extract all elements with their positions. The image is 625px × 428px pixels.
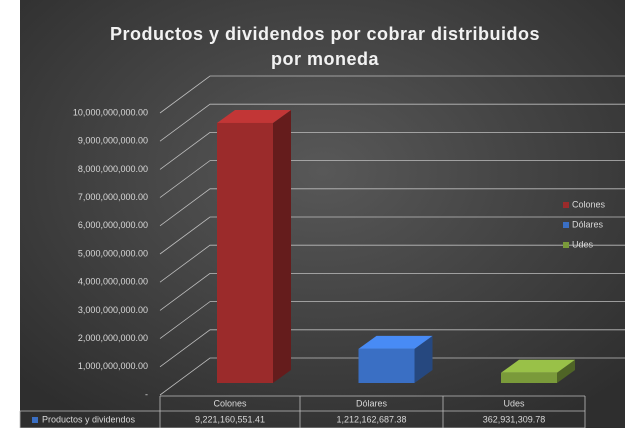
legend-label: Colones bbox=[572, 199, 606, 209]
value-label: 1,212,162,687.38 bbox=[336, 414, 406, 424]
y-tick-label: 2,000,000,000.00 bbox=[78, 333, 148, 343]
legend-key bbox=[563, 202, 569, 208]
bar bbox=[501, 372, 557, 383]
grid-line bbox=[159, 75, 625, 114]
grid-line bbox=[159, 160, 625, 198]
grid-line bbox=[159, 216, 625, 255]
legend-label: Dólares bbox=[572, 219, 604, 229]
bar-side bbox=[273, 109, 291, 384]
y-tick-label: 1,000,000,000.00 bbox=[78, 361, 148, 371]
y-tick-label: 9,000,000,000.00 bbox=[78, 136, 148, 146]
x-tick-label: Colones bbox=[213, 398, 247, 408]
y-tick-label: 5,000,000,000.00 bbox=[78, 248, 148, 258]
bar-top bbox=[501, 359, 575, 373]
y-tick-label: 4,000,000,000.00 bbox=[78, 277, 148, 287]
grid-line bbox=[159, 357, 625, 396]
y-tick-label: - bbox=[145, 389, 148, 399]
chart-area bbox=[20, 0, 625, 428]
grid-line bbox=[159, 301, 625, 339]
y-tick-label: 7,000,000,000.00 bbox=[78, 192, 148, 202]
value-label: 362,931,309.78 bbox=[483, 414, 546, 424]
grid-line bbox=[159, 103, 625, 142]
bar-top bbox=[217, 109, 291, 123]
bar-top bbox=[358, 335, 433, 349]
y-tick-label: 10,000,000,000.00 bbox=[73, 107, 148, 117]
y-tick-label: 6,000,000,000.00 bbox=[78, 220, 148, 230]
bar bbox=[217, 122, 273, 384]
legend-label: Udes bbox=[572, 239, 594, 249]
chart-title: por moneda bbox=[271, 49, 379, 69]
legend-key bbox=[32, 417, 38, 423]
series-name: Productos y dividendos bbox=[42, 414, 136, 424]
y-tick-label: 3,000,000,000.00 bbox=[78, 305, 148, 315]
y-tick-label: 8,000,000,000.00 bbox=[78, 164, 148, 174]
bar bbox=[358, 348, 415, 383]
chart-title: Productos y dividendos por cobrar distri… bbox=[110, 24, 540, 44]
x-tick-label: Udes bbox=[503, 398, 525, 408]
grid-line bbox=[159, 329, 625, 368]
grid-line bbox=[159, 272, 625, 311]
bar-side bbox=[414, 335, 433, 383]
legend-key bbox=[563, 242, 569, 248]
grid-line bbox=[159, 244, 625, 283]
legend-key bbox=[563, 222, 569, 228]
grid-line bbox=[159, 131, 625, 170]
value-label: 9,221,160,551.41 bbox=[195, 414, 265, 424]
bar-side bbox=[557, 359, 575, 383]
grid-line bbox=[159, 188, 625, 227]
x-tick-label: Dólares bbox=[356, 398, 388, 408]
